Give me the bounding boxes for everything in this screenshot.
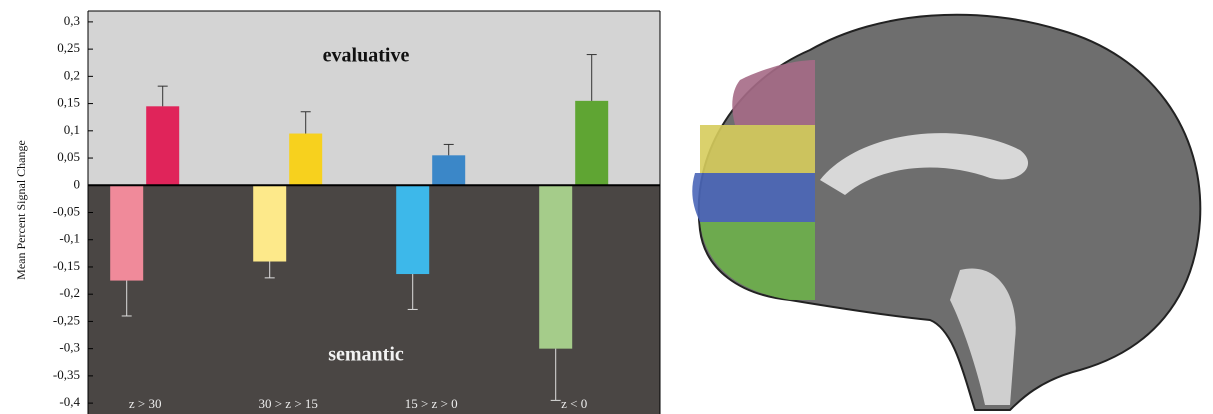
bar [110,185,143,280]
y-axis-label: Mean Percent Signal Change [14,140,28,280]
bar [289,134,322,186]
x-tick-label: 15 > z > 0 [405,396,458,411]
bar [539,185,572,348]
x-tick-label: z < 0 [561,396,587,411]
region-label: semantic [328,344,404,366]
y-tick-label: -0,35 [53,367,80,382]
bar [146,106,179,185]
bar [432,155,465,185]
y-tick-label: 0,25 [57,40,80,55]
y-tick-label: 0,3 [64,13,80,28]
y-tick-label: 0,05 [57,149,80,164]
y-tick-label: -0,15 [53,258,80,273]
y-tick-label: -0,25 [53,312,80,327]
bar [253,185,286,261]
y-tick-label: 0,15 [57,95,80,110]
y-tick-label: 0 [74,176,81,191]
y-tick-label: -0,4 [59,394,80,409]
y-tick-label: -0,1 [59,231,80,246]
y-tick-label: 0,1 [64,122,80,137]
y-tick-label: -0,3 [59,340,80,355]
page: Mean Percent Signal Change 0,3 0,25 0,2 0,1… [0,0,1213,414]
figure: Mean Percent Signal Change 0,3 0,25 0,2 0,1… [0,0,1213,414]
brain-illustration [692,15,1200,410]
y-tick-label: 0,2 [64,67,80,82]
x-tick-label: 30 > z > 15 [258,396,317,411]
y-tick-label: -0,05 [53,203,80,218]
bar [575,101,608,185]
lower-region [88,186,660,414]
y-tick-label: -0,2 [59,285,80,300]
x-tick-label: z > 30 [129,396,162,411]
region-label: evaluative [323,45,410,67]
bar [396,185,429,274]
